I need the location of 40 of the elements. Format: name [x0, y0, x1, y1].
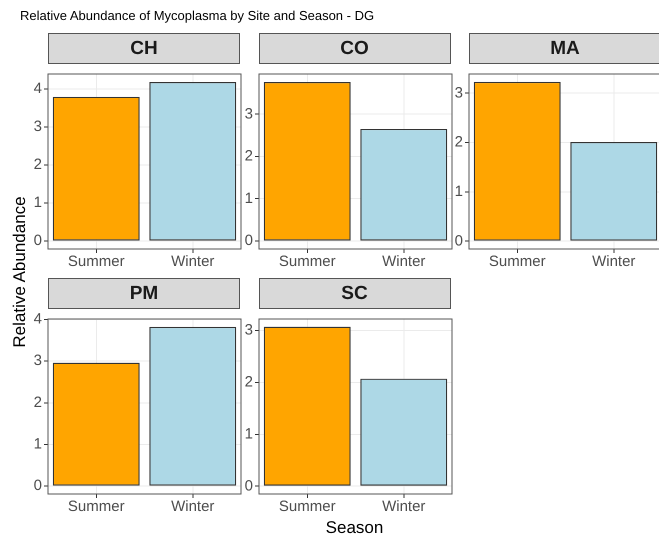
chart-title: MA	[469, 33, 659, 64]
y-tick-label: 3	[244, 105, 252, 122]
y-tick-label: 4	[34, 80, 42, 97]
y-tick-label: 2	[34, 394, 42, 411]
y-tick-label: 0	[34, 232, 42, 250]
y-tick-label: 1	[244, 190, 252, 207]
y-tick-label: 1	[34, 436, 42, 453]
y-tick-label: 1	[34, 194, 42, 212]
x-tick-label: Winter	[382, 498, 425, 516]
y-tick-label: 4	[34, 310, 42, 328]
y-axis-title: Relative Abundance	[10, 196, 30, 348]
y-tick-label: 3	[34, 352, 42, 370]
y-tick-label: 1	[244, 425, 252, 442]
x-tick-label: Winter	[171, 253, 214, 270]
y-tick-label: 0	[244, 232, 252, 250]
x-tick-label: Summer	[278, 253, 336, 270]
y-tick-label: 3	[244, 322, 252, 339]
y-tick-label: 3	[34, 118, 42, 136]
chart-title: SC	[258, 278, 450, 309]
x-axis-title: Season	[326, 518, 384, 538]
y-tick-label: 2	[454, 134, 463, 151]
text: Relative Abundance of Mycoplasma by Site and Season - DG	[20, 8, 374, 23]
x-tick-label: Summer	[68, 498, 125, 516]
chart-title: PM	[48, 278, 240, 309]
y-tick-label: 2	[244, 148, 252, 165]
x-tick-label: Summer	[278, 498, 336, 516]
chart-title: CH	[48, 33, 240, 64]
y-tick-label: 2	[244, 373, 252, 390]
y-tick-label: 0	[34, 477, 42, 494]
x-tick-label: Summer	[488, 253, 546, 270]
y-tick-label: 2	[34, 156, 42, 174]
x-tick-label: Winter	[592, 253, 636, 270]
y-tick-label: 0	[244, 477, 252, 494]
chart-title: CO	[258, 33, 450, 64]
y-tick-label: 0	[454, 232, 463, 250]
y-tick-label: 3	[454, 84, 463, 102]
x-tick-label: Summer	[68, 253, 125, 270]
x-tick-label: Winter	[171, 498, 214, 516]
x-tick-label: Winter	[382, 253, 425, 270]
y-tick-label: 1	[454, 182, 463, 200]
